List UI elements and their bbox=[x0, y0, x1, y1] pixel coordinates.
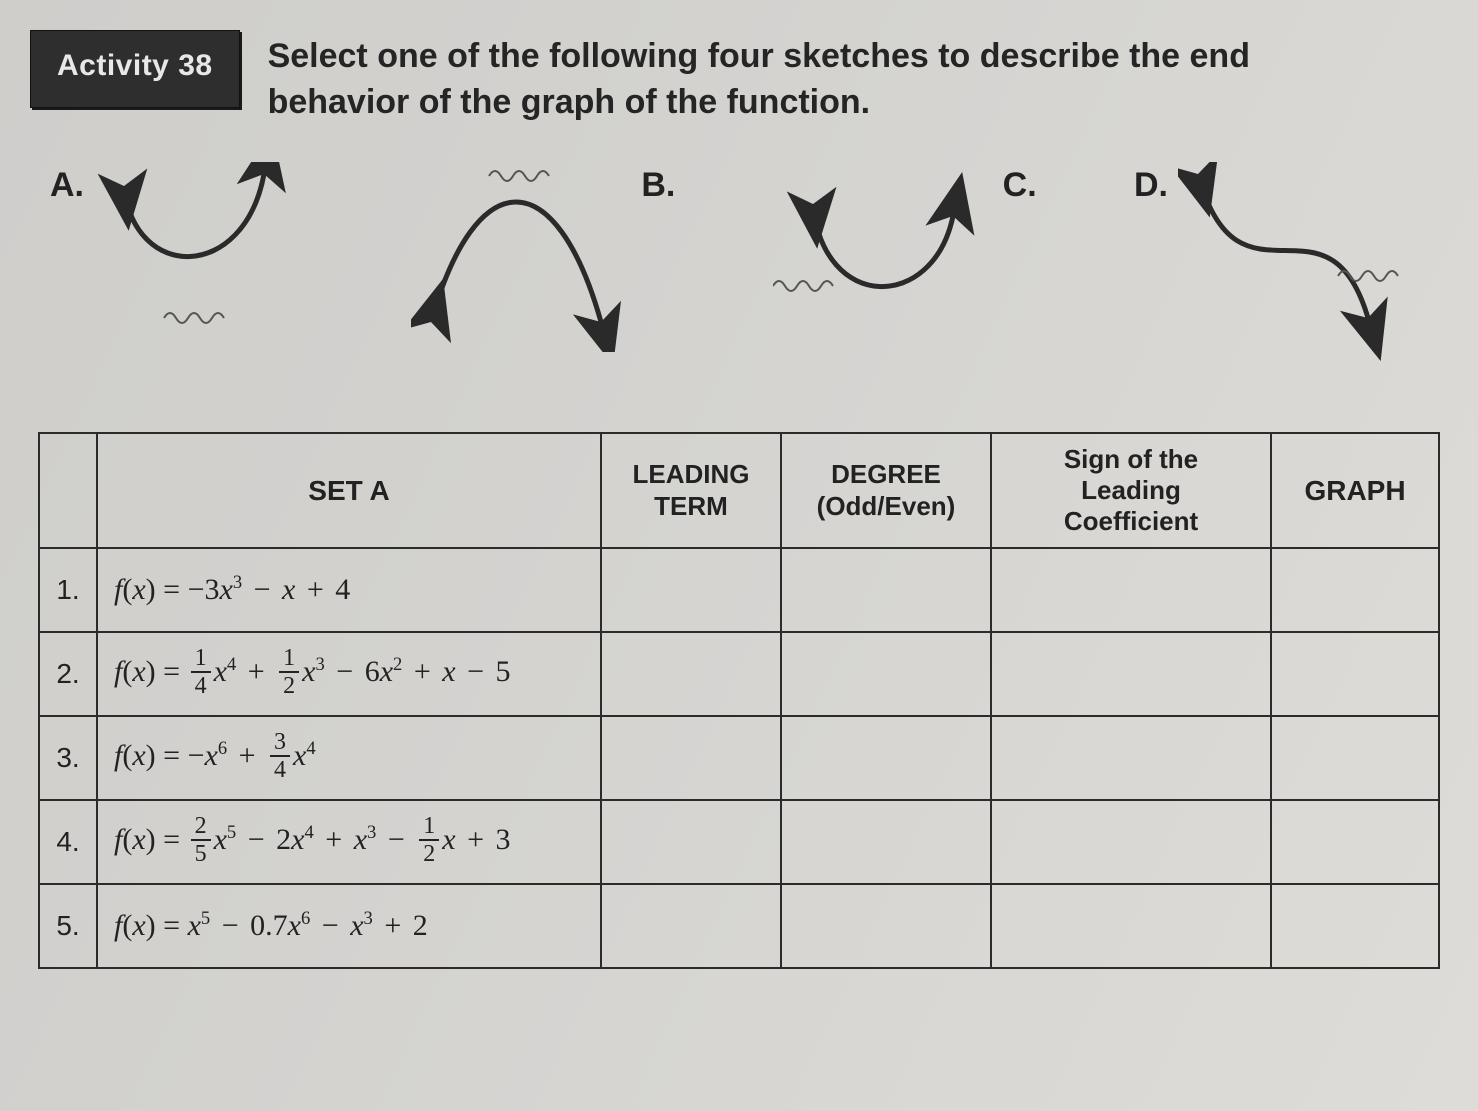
sketch-c: C. bbox=[773, 162, 1037, 372]
sign-cell[interactable] bbox=[991, 800, 1271, 884]
header-sign: Sign of the Leading Coefficient bbox=[991, 433, 1271, 549]
header-degree-l2: (Odd/Even) bbox=[817, 491, 956, 521]
row-number: 1. bbox=[39, 548, 97, 632]
leading-term-cell[interactable] bbox=[601, 548, 781, 632]
header-leading-term: LEADING TERM bbox=[601, 433, 781, 549]
sketch-d: D. bbox=[1134, 162, 1408, 362]
degree-cell[interactable] bbox=[781, 632, 991, 716]
graph-cell[interactable] bbox=[1271, 716, 1439, 800]
sketch-label-b: B. bbox=[641, 162, 675, 205]
worksheet-page: Activity 38 Select one of the following … bbox=[0, 0, 1478, 1111]
function-cell: f(x) = 14x4 + 12x3 − 6x2 + x − 5 bbox=[97, 632, 601, 716]
function-cell: f(x) = −3x3 − x + 4 bbox=[97, 548, 601, 632]
axis-squiggle-icon bbox=[164, 313, 224, 323]
sign-cell[interactable] bbox=[991, 884, 1271, 968]
graph-cell[interactable] bbox=[1271, 548, 1439, 632]
degree-cell[interactable] bbox=[781, 716, 991, 800]
table-row: 4.f(x) = 25x5 − 2x4 + x3 − 12x + 3 bbox=[39, 800, 1439, 884]
degree-cell[interactable] bbox=[781, 548, 991, 632]
degree-cell[interactable] bbox=[781, 800, 991, 884]
prompt-line-1: Select one of the following four sketche… bbox=[268, 37, 1250, 75]
sketch-d-curve bbox=[1198, 174, 1368, 318]
sketch-label-a: A. bbox=[50, 162, 84, 205]
prompt-line-2: behavior of the graph of the function. bbox=[268, 83, 871, 121]
sketch-a-curve bbox=[124, 174, 264, 257]
row-number: 4. bbox=[39, 800, 97, 884]
sketch-b: B. bbox=[411, 162, 675, 352]
header-sign-l2: Leading bbox=[1081, 475, 1181, 505]
header-blank bbox=[39, 433, 97, 549]
prompt-text: Select one of the following four sketche… bbox=[268, 30, 1250, 126]
sketch-label-c: C. bbox=[1003, 162, 1037, 205]
graph-cell[interactable] bbox=[1271, 884, 1439, 968]
row-number: 2. bbox=[39, 632, 97, 716]
header-sign-l1: Sign of the bbox=[1064, 444, 1198, 474]
activity-badge: Activity 38 bbox=[30, 30, 240, 108]
header-sign-l3: Coefficient bbox=[1064, 506, 1198, 536]
header-degree: DEGREE (Odd/Even) bbox=[781, 433, 991, 549]
header-graph: GRAPH bbox=[1271, 433, 1439, 549]
sign-cell[interactable] bbox=[991, 716, 1271, 800]
sketch-b-svg bbox=[411, 162, 631, 352]
leading-term-cell[interactable] bbox=[601, 884, 781, 968]
sketch-c-svg bbox=[773, 162, 993, 372]
axis-squiggle-icon bbox=[489, 171, 549, 181]
function-cell: f(x) = −x6 + 34x4 bbox=[97, 716, 601, 800]
table-row: 3.f(x) = −x6 + 34x4 bbox=[39, 716, 1439, 800]
row-number: 3. bbox=[39, 716, 97, 800]
header-set-a: SET A bbox=[97, 433, 601, 549]
axis-squiggle-icon bbox=[773, 281, 833, 291]
sketch-a: A. bbox=[50, 162, 314, 352]
table-row: 2.f(x) = 14x4 + 12x3 − 6x2 + x − 5 bbox=[39, 632, 1439, 716]
worksheet-table: SET A LEADING TERM DEGREE (Odd/Even) Sig… bbox=[38, 432, 1440, 970]
sign-cell[interactable] bbox=[991, 548, 1271, 632]
row-number: 5. bbox=[39, 884, 97, 968]
function-cell: f(x) = 25x5 − 2x4 + x3 − 12x + 3 bbox=[97, 800, 601, 884]
sketch-b-curve bbox=[431, 202, 601, 322]
table-row: 5.f(x) = x5 − 0.7x6 − x3 + 2 bbox=[39, 884, 1439, 968]
header-degree-l1: DEGREE bbox=[831, 459, 941, 489]
table-body: 1.f(x) = −3x3 − x + 42.f(x) = 14x4 + 12x… bbox=[39, 548, 1439, 968]
header: Activity 38 Select one of the following … bbox=[30, 30, 1448, 126]
leading-term-cell[interactable] bbox=[601, 716, 781, 800]
sketch-d-svg bbox=[1178, 162, 1408, 362]
function-cell: f(x) = x5 − 0.7x6 − x3 + 2 bbox=[97, 884, 601, 968]
leading-term-cell[interactable] bbox=[601, 800, 781, 884]
leading-term-cell[interactable] bbox=[601, 632, 781, 716]
table-row: 1.f(x) = −3x3 − x + 4 bbox=[39, 548, 1439, 632]
degree-cell[interactable] bbox=[781, 884, 991, 968]
sketches-row: A. B. bbox=[50, 162, 1408, 372]
graph-cell[interactable] bbox=[1271, 800, 1439, 884]
sign-cell[interactable] bbox=[991, 632, 1271, 716]
table-header-row: SET A LEADING TERM DEGREE (Odd/Even) Sig… bbox=[39, 433, 1439, 549]
graph-cell[interactable] bbox=[1271, 632, 1439, 716]
sketch-a-svg bbox=[94, 162, 314, 352]
sketch-label-d: D. bbox=[1134, 162, 1168, 205]
sketch-c-curve bbox=[813, 204, 953, 287]
